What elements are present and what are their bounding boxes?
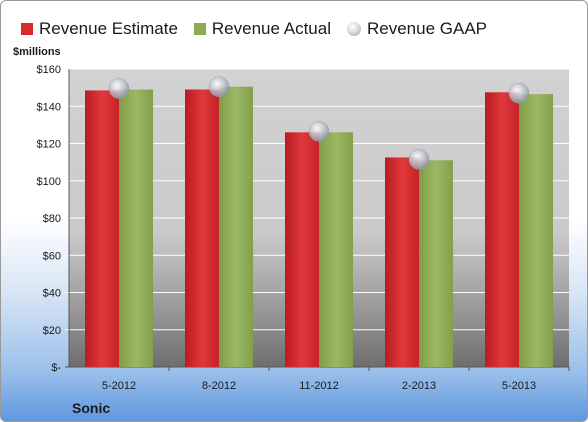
- y-tick-label: $100: [37, 176, 61, 188]
- legend-swatch-revenue-estimate: [21, 23, 33, 35]
- y-tick-label: $120: [37, 139, 61, 151]
- bars: [85, 86, 553, 368]
- marker-revenue-gaap: [208, 76, 230, 97]
- legend-item-revenue-gaap: Revenue GAAP: [347, 19, 487, 39]
- marker-revenue-gaap: [508, 82, 530, 104]
- legend-swatch-revenue-actual: [193, 23, 206, 35]
- bar-revenue-actual: [319, 132, 353, 367]
- y-tick-label: $-: [51, 362, 61, 374]
- bar-revenue-actual: [119, 89, 153, 368]
- x-tick-label: 8-2012: [202, 380, 236, 392]
- bar-revenue-actual: [519, 94, 553, 368]
- legend-label-revenue-estimate: Revenue Estimate: [39, 19, 178, 38]
- x-tick-label: 11-2012: [299, 380, 339, 392]
- bar-revenue-estimate: [385, 157, 419, 367]
- y-tick-label: $20: [43, 325, 61, 337]
- marker-revenue-gaap: [108, 78, 130, 99]
- bar-revenue-estimate: [85, 90, 119, 367]
- y-tick-label: $160: [37, 64, 61, 76]
- marker-revenue-gaap: [408, 149, 430, 170]
- y-tick-label: $60: [43, 250, 61, 262]
- x-tick-label: 5-2013: [502, 380, 536, 392]
- company-name: Sonic: [72, 400, 111, 416]
- bar-revenue-estimate: [185, 89, 219, 368]
- marker-revenue-gaap: [308, 121, 330, 142]
- x-tick-label: 5-2012: [102, 380, 136, 392]
- y-tick-label: $80: [43, 213, 61, 225]
- y-tick-label: $140: [37, 101, 61, 113]
- legend-item-revenue-estimate: Revenue Estimate: [21, 19, 178, 39]
- bar-revenue-estimate: [285, 132, 319, 367]
- legend-label-revenue-gaap: Revenue GAAP: [367, 19, 488, 38]
- gaap-markers: [108, 76, 530, 170]
- bar-revenue-actual: [219, 86, 253, 367]
- legend-swatch-revenue-gaap: [347, 22, 361, 36]
- chart-legend: Revenue Estimate Revenue Actual Revenue …: [21, 18, 503, 40]
- legend-item-revenue-actual: Revenue Actual: [193, 19, 331, 39]
- x-tick-labels: 5-2012 8-2012 11-2012 2-2013 5-2013: [102, 380, 536, 392]
- y-tick-label: $40: [43, 288, 61, 300]
- bar-revenue-actual: [419, 160, 453, 367]
- y-axis-unit-label: $millions: [13, 46, 61, 58]
- y-tick-labels: $- $20 $40 $60 $80 $100 $120 $140 $160: [37, 64, 62, 374]
- legend-label-revenue-actual: Revenue Actual: [211, 19, 331, 38]
- bar-revenue-estimate: [485, 92, 519, 367]
- x-tick-label: 2-2013: [402, 380, 436, 392]
